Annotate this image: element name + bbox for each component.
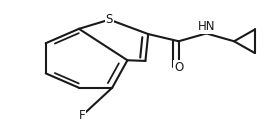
Text: HN: HN bbox=[198, 20, 215, 33]
Text: S: S bbox=[106, 13, 113, 26]
Text: F: F bbox=[78, 109, 85, 122]
Text: O: O bbox=[174, 61, 183, 74]
